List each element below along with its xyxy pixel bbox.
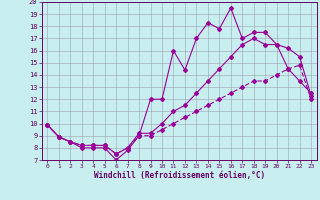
X-axis label: Windchill (Refroidissement éolien,°C): Windchill (Refroidissement éolien,°C): [94, 171, 265, 180]
